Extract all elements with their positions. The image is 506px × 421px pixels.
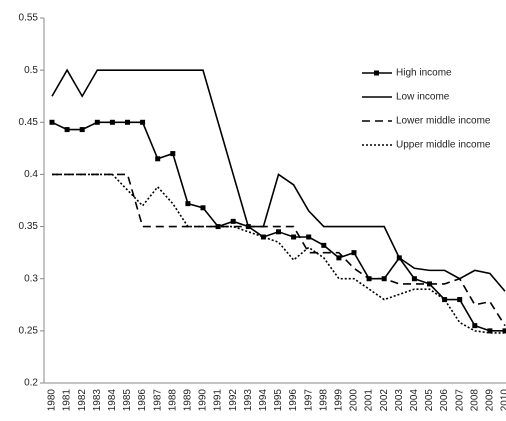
series-line: [52, 173, 505, 334]
y-tick-label: 0.25: [19, 325, 39, 336]
point-marker: [472, 323, 478, 329]
point-marker: [502, 328, 506, 334]
x-tick-label: 2005: [424, 389, 435, 412]
x-tick-label: 2000: [349, 389, 360, 412]
x-tick-label: 2008: [469, 389, 480, 412]
y-tick-label: 0.3: [24, 273, 38, 284]
x-tick-label: 2001: [364, 389, 375, 412]
legend-marker: [374, 70, 379, 76]
x-tick-label: 2010: [500, 389, 506, 412]
x-tick-label: 2006: [439, 389, 450, 412]
legend-label: Lower middle income: [396, 116, 491, 127]
point-marker: [411, 276, 417, 282]
y-tick-label: 0.45: [19, 117, 39, 128]
series-line: [51, 68, 506, 292]
x-tick-label: 1985: [122, 389, 133, 412]
x-tick-label: 1990: [198, 389, 209, 412]
y-tick-label: 0.55: [19, 13, 39, 24]
point-marker: [94, 119, 100, 125]
point-marker: [442, 297, 448, 303]
x-tick-label: 2007: [454, 389, 465, 412]
x-tick-label: 1982: [77, 389, 88, 412]
x-tick-label: 1984: [107, 389, 118, 412]
point-marker: [351, 250, 357, 256]
x-tick-label: 1991: [213, 389, 224, 412]
legend-label: Low income: [396, 92, 450, 103]
point-marker: [276, 229, 281, 235]
x-tick-label: 1996: [288, 389, 299, 412]
point-marker: [291, 234, 297, 240]
x-tick-label: 1981: [62, 389, 73, 412]
point-marker: [260, 234, 266, 240]
x-tick-label: 1997: [303, 389, 314, 412]
x-tick-label: 1994: [258, 389, 269, 412]
x-tick-label: 1988: [167, 389, 178, 412]
legend-label: High income: [396, 68, 452, 79]
x-tick-label: 1989: [183, 389, 194, 412]
point-marker: [457, 297, 463, 303]
x-tick-label: 1995: [273, 389, 284, 412]
point-marker: [170, 151, 176, 157]
x-tick-label: 1998: [318, 389, 329, 412]
point-marker: [155, 156, 161, 162]
x-tick-label: 1980: [47, 389, 58, 412]
point-marker: [321, 242, 327, 248]
point-marker: [306, 234, 312, 240]
point-marker: [109, 119, 115, 125]
point-marker: [487, 328, 493, 334]
x-tick-label: 1999: [334, 389, 345, 412]
y-tick-label: 0.35: [19, 221, 39, 232]
x-tick-label: 2004: [409, 389, 420, 412]
series-line: [52, 173, 506, 327]
point-marker: [64, 127, 70, 133]
point-marker: [125, 119, 130, 125]
x-tick-label: 2003: [394, 389, 405, 412]
x-tick-label: 1993: [243, 389, 254, 412]
x-tick-label: 1983: [92, 389, 103, 412]
point-marker: [200, 205, 206, 211]
point-marker: [230, 218, 236, 224]
point-marker: [140, 119, 146, 125]
y-tick-label: 0.4: [24, 169, 38, 180]
x-tick-label: 1986: [137, 389, 148, 412]
x-tick-label: 2009: [485, 389, 496, 412]
x-tick-label: 1987: [152, 389, 163, 412]
point-marker: [79, 127, 85, 133]
x-tick-label: 2002: [379, 389, 390, 412]
point-marker: [185, 201, 191, 207]
legend-label: Upper middle income: [396, 140, 491, 151]
point-marker: [49, 119, 55, 125]
y-tick-label: 0.2: [24, 378, 38, 389]
y-tick-label: 0.5: [24, 65, 38, 76]
point-marker: [336, 255, 342, 261]
x-tick-label: 1992: [228, 389, 239, 412]
